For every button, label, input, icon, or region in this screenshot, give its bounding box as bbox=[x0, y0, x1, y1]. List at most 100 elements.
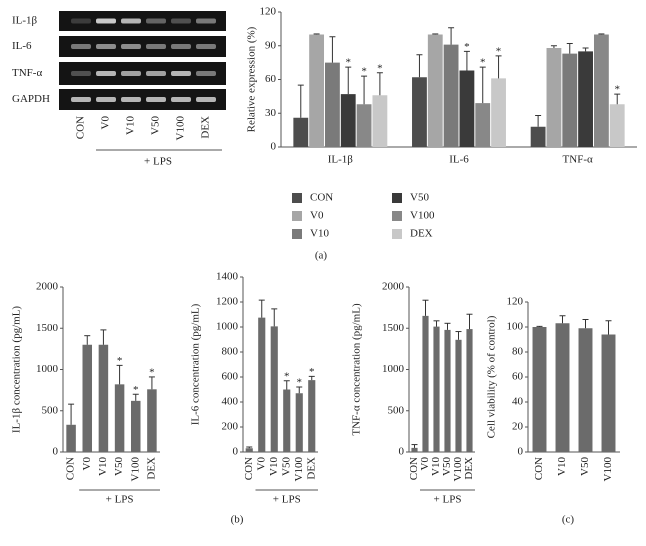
y-tick-label: 0 bbox=[271, 141, 277, 153]
y-tick-label: 90 bbox=[265, 39, 277, 51]
gel-band bbox=[71, 44, 91, 49]
bar bbox=[98, 344, 109, 452]
bar bbox=[412, 77, 427, 147]
bar bbox=[422, 315, 429, 452]
gel-band bbox=[96, 44, 116, 49]
legend-swatch bbox=[292, 193, 302, 203]
bar bbox=[491, 78, 506, 147]
y-tick-label: 80 bbox=[512, 346, 524, 358]
legend-swatch bbox=[292, 229, 302, 239]
gel-row-label: GAPDH bbox=[12, 93, 50, 105]
y-tick-label: 0 bbox=[53, 446, 59, 458]
x-tick-label: CON bbox=[65, 457, 77, 480]
y-tick-label: 0 bbox=[233, 446, 239, 458]
y-tick-label: 600 bbox=[222, 371, 239, 383]
bar bbox=[459, 70, 475, 147]
gel-row bbox=[59, 62, 226, 85]
significance: * bbox=[464, 41, 470, 53]
gel-band bbox=[171, 71, 191, 76]
significance: * bbox=[117, 355, 123, 367]
y-tick-label: 2000 bbox=[382, 281, 405, 293]
x-tick-label: V50 bbox=[280, 457, 292, 476]
x-tick-label: V0 bbox=[419, 457, 431, 471]
y-tick-label: 100 bbox=[507, 321, 524, 333]
x-tick-label: V0 bbox=[81, 457, 93, 471]
gel-band bbox=[171, 44, 191, 49]
x-tick-label: TNF-α bbox=[563, 154, 593, 166]
gel-row bbox=[59, 36, 226, 57]
gel-band bbox=[121, 97, 141, 102]
gel-band bbox=[96, 97, 116, 102]
bar bbox=[66, 424, 76, 452]
bar bbox=[411, 447, 418, 452]
y-axis-label: TNF-α concentration (pg/mL) bbox=[351, 303, 363, 436]
y-axis-label: Cell viability (% of control) bbox=[486, 315, 498, 438]
gel-row-label: TNF-α bbox=[12, 67, 42, 79]
gel-band bbox=[171, 97, 191, 102]
y-tick-label: 60 bbox=[512, 371, 524, 383]
bar bbox=[578, 328, 593, 452]
gel-band bbox=[96, 71, 116, 76]
x-tick-label: V10 bbox=[556, 457, 568, 476]
gel-band bbox=[71, 18, 91, 24]
bar bbox=[147, 389, 157, 452]
bar bbox=[130, 400, 141, 452]
panel-label: (b) bbox=[231, 514, 244, 526]
bar bbox=[475, 103, 491, 147]
bar bbox=[295, 393, 303, 452]
gel-band bbox=[146, 71, 166, 76]
bar bbox=[270, 326, 278, 452]
legend-label: V0 bbox=[310, 210, 324, 222]
gel-lane-label: V50 bbox=[150, 116, 162, 135]
y-tick-label: 120 bbox=[260, 6, 277, 18]
legend-swatch bbox=[292, 211, 302, 221]
bar bbox=[609, 104, 625, 147]
x-tick-label: CON bbox=[533, 457, 545, 480]
x-tick-label: V10 bbox=[430, 457, 442, 476]
significance: * bbox=[361, 66, 367, 78]
x-tick-label: V50 bbox=[113, 457, 125, 476]
bar bbox=[325, 62, 340, 147]
x-tick-label: V100 bbox=[602, 457, 614, 482]
significance: * bbox=[377, 62, 383, 74]
bar bbox=[114, 384, 125, 452]
x-tick-label: V100 bbox=[129, 457, 141, 482]
gel-row bbox=[59, 89, 226, 110]
x-tick-label: DEX bbox=[145, 457, 157, 480]
x-tick-label: V10 bbox=[268, 457, 280, 476]
x-tick-label: CON bbox=[243, 457, 255, 480]
gel-band bbox=[146, 44, 166, 49]
y-tick-label: 1200 bbox=[216, 296, 239, 308]
group-label: + LPS bbox=[144, 156, 172, 168]
bar bbox=[308, 380, 316, 452]
bar bbox=[555, 323, 570, 452]
y-tick-label: 1400 bbox=[216, 271, 239, 283]
y-tick-label: 1000 bbox=[382, 363, 405, 375]
y-tick-label: 1500 bbox=[36, 322, 59, 334]
significance: * bbox=[614, 84, 620, 96]
legend-label: DEX bbox=[410, 228, 433, 240]
legend-label: CON bbox=[310, 192, 333, 204]
bar bbox=[562, 53, 578, 147]
bar bbox=[578, 51, 593, 147]
gel-band bbox=[121, 71, 141, 76]
panel-label: (c) bbox=[562, 514, 575, 526]
gel-row bbox=[59, 11, 226, 31]
legend-label: V10 bbox=[310, 228, 329, 240]
y-tick-label: 120 bbox=[507, 296, 524, 308]
y-tick-label: 30 bbox=[265, 107, 277, 119]
gel-band bbox=[196, 44, 216, 49]
gel-row-label: IL-1β bbox=[12, 15, 38, 27]
legend-label: V50 bbox=[410, 192, 429, 204]
x-tick-label: V100 bbox=[452, 457, 464, 482]
gel-lane-label: V0 bbox=[100, 116, 112, 130]
gel-band bbox=[96, 18, 116, 24]
significance: * bbox=[284, 370, 290, 382]
significance: * bbox=[297, 377, 303, 389]
legend-swatch bbox=[392, 211, 402, 221]
y-axis-label: Relative expression (%) bbox=[246, 26, 258, 132]
y-tick-label: 20 bbox=[512, 421, 524, 433]
gel-band bbox=[196, 71, 216, 76]
y-axis-label: IL-6 concentration (pg/mL) bbox=[190, 303, 202, 425]
y-tick-label: 1000 bbox=[216, 321, 239, 333]
